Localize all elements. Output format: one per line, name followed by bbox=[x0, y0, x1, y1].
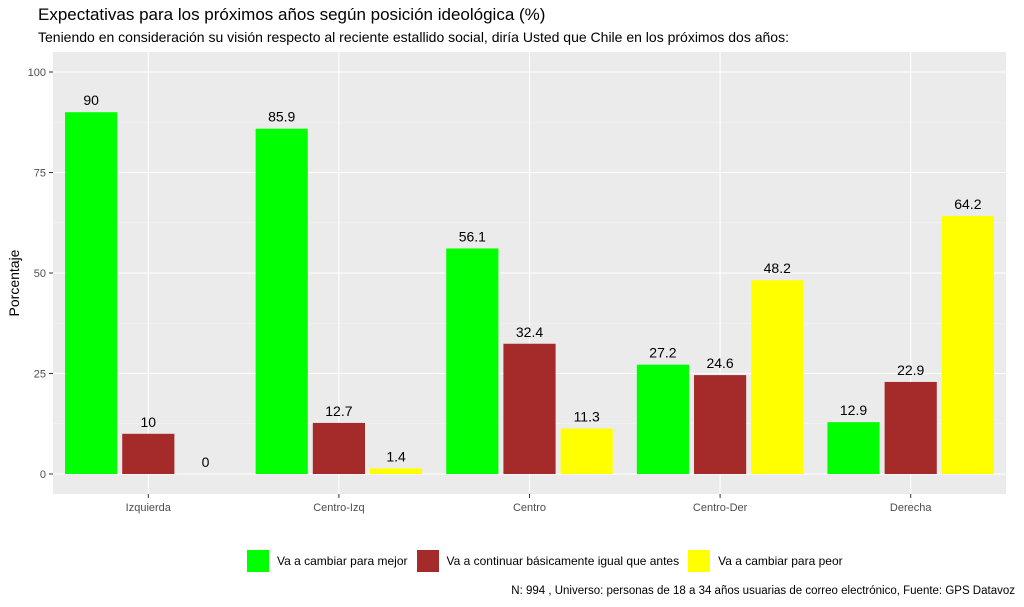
x-tick-label: Izquierda bbox=[126, 502, 172, 514]
legend-key bbox=[688, 550, 711, 572]
legend-item: Va a cambiar para mejor bbox=[247, 550, 408, 572]
bar bbox=[941, 215, 994, 474]
data-label: 56.1 bbox=[459, 228, 486, 244]
data-label: 22.9 bbox=[897, 362, 924, 378]
data-label: 11.3 bbox=[574, 409, 600, 425]
bar bbox=[255, 128, 308, 474]
bar bbox=[369, 468, 423, 474]
x-tick-label: Centro bbox=[513, 502, 546, 514]
data-label: 85.9 bbox=[268, 109, 295, 125]
y-tick-label: 100 bbox=[28, 67, 46, 79]
legend-item: Va a continuar básicamente igual que ant… bbox=[416, 550, 680, 572]
bar bbox=[694, 375, 747, 474]
bar bbox=[827, 422, 880, 474]
y-tick-label: 0 bbox=[40, 469, 46, 481]
data-label: 64.2 bbox=[954, 196, 981, 212]
y-tick-label: 25 bbox=[34, 369, 46, 381]
y-tick-label: 75 bbox=[34, 168, 46, 180]
data-label: 12.9 bbox=[840, 402, 867, 418]
x-tick-label: Centro-Der bbox=[693, 502, 748, 514]
bar bbox=[122, 433, 175, 474]
caption: N: 994 , Universo: personas de 18 a 34 a… bbox=[511, 585, 1015, 597]
data-label: 90 bbox=[83, 92, 99, 108]
legend-key bbox=[247, 550, 269, 572]
legend-key bbox=[416, 550, 439, 572]
bar bbox=[884, 381, 937, 474]
chart-title: Expectativas para los próximos años segú… bbox=[38, 5, 546, 24]
data-label: 48.2 bbox=[764, 260, 791, 276]
bar bbox=[636, 364, 690, 474]
bar bbox=[312, 422, 365, 474]
legend-item: Va a cambiar para peor bbox=[688, 550, 843, 572]
x-tick-label: Derecha bbox=[890, 502, 932, 514]
chart-subtitle: Teniendo en consideración su visión resp… bbox=[38, 29, 789, 45]
data-label: 27.2 bbox=[649, 345, 676, 361]
data-label: 0 bbox=[202, 454, 210, 470]
bar bbox=[560, 428, 613, 474]
y-axis-label: Porcentaje bbox=[6, 249, 22, 316]
data-label: 12.7 bbox=[325, 403, 352, 419]
x-tick-label: Centro-Izq bbox=[313, 502, 364, 514]
data-label: 10 bbox=[141, 414, 157, 430]
legend: Va a cambiar para mejor Va a continuar bá… bbox=[247, 550, 852, 572]
bar bbox=[503, 343, 556, 474]
legend-label: Va a cambiar para peor bbox=[718, 554, 843, 568]
data-label: 32.4 bbox=[516, 324, 543, 340]
legend-label: Va a cambiar para mejor bbox=[277, 554, 408, 568]
legend-label: Va a continuar básicamente igual que ant… bbox=[446, 554, 680, 568]
bar bbox=[751, 280, 804, 474]
data-label: 24.6 bbox=[706, 355, 733, 371]
bar bbox=[65, 112, 118, 474]
data-label: 1.4 bbox=[386, 448, 406, 464]
y-tick-label: 50 bbox=[34, 268, 46, 280]
bar bbox=[446, 248, 499, 474]
